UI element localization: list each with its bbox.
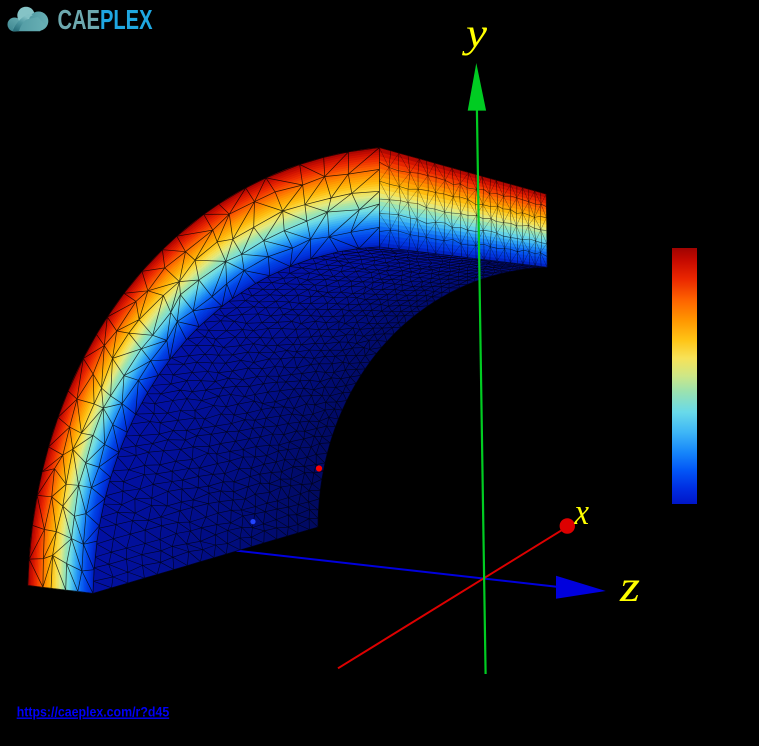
- svg-text:z: z: [619, 562, 640, 611]
- svg-text:CAEPLEX: CAEPLEX: [58, 4, 153, 35]
- svg-text:https://caeplex.com/r?d45: https://caeplex.com/r?d45: [17, 704, 170, 720]
- svg-text:x: x: [574, 492, 590, 533]
- svg-text:y: y: [461, 10, 488, 56]
